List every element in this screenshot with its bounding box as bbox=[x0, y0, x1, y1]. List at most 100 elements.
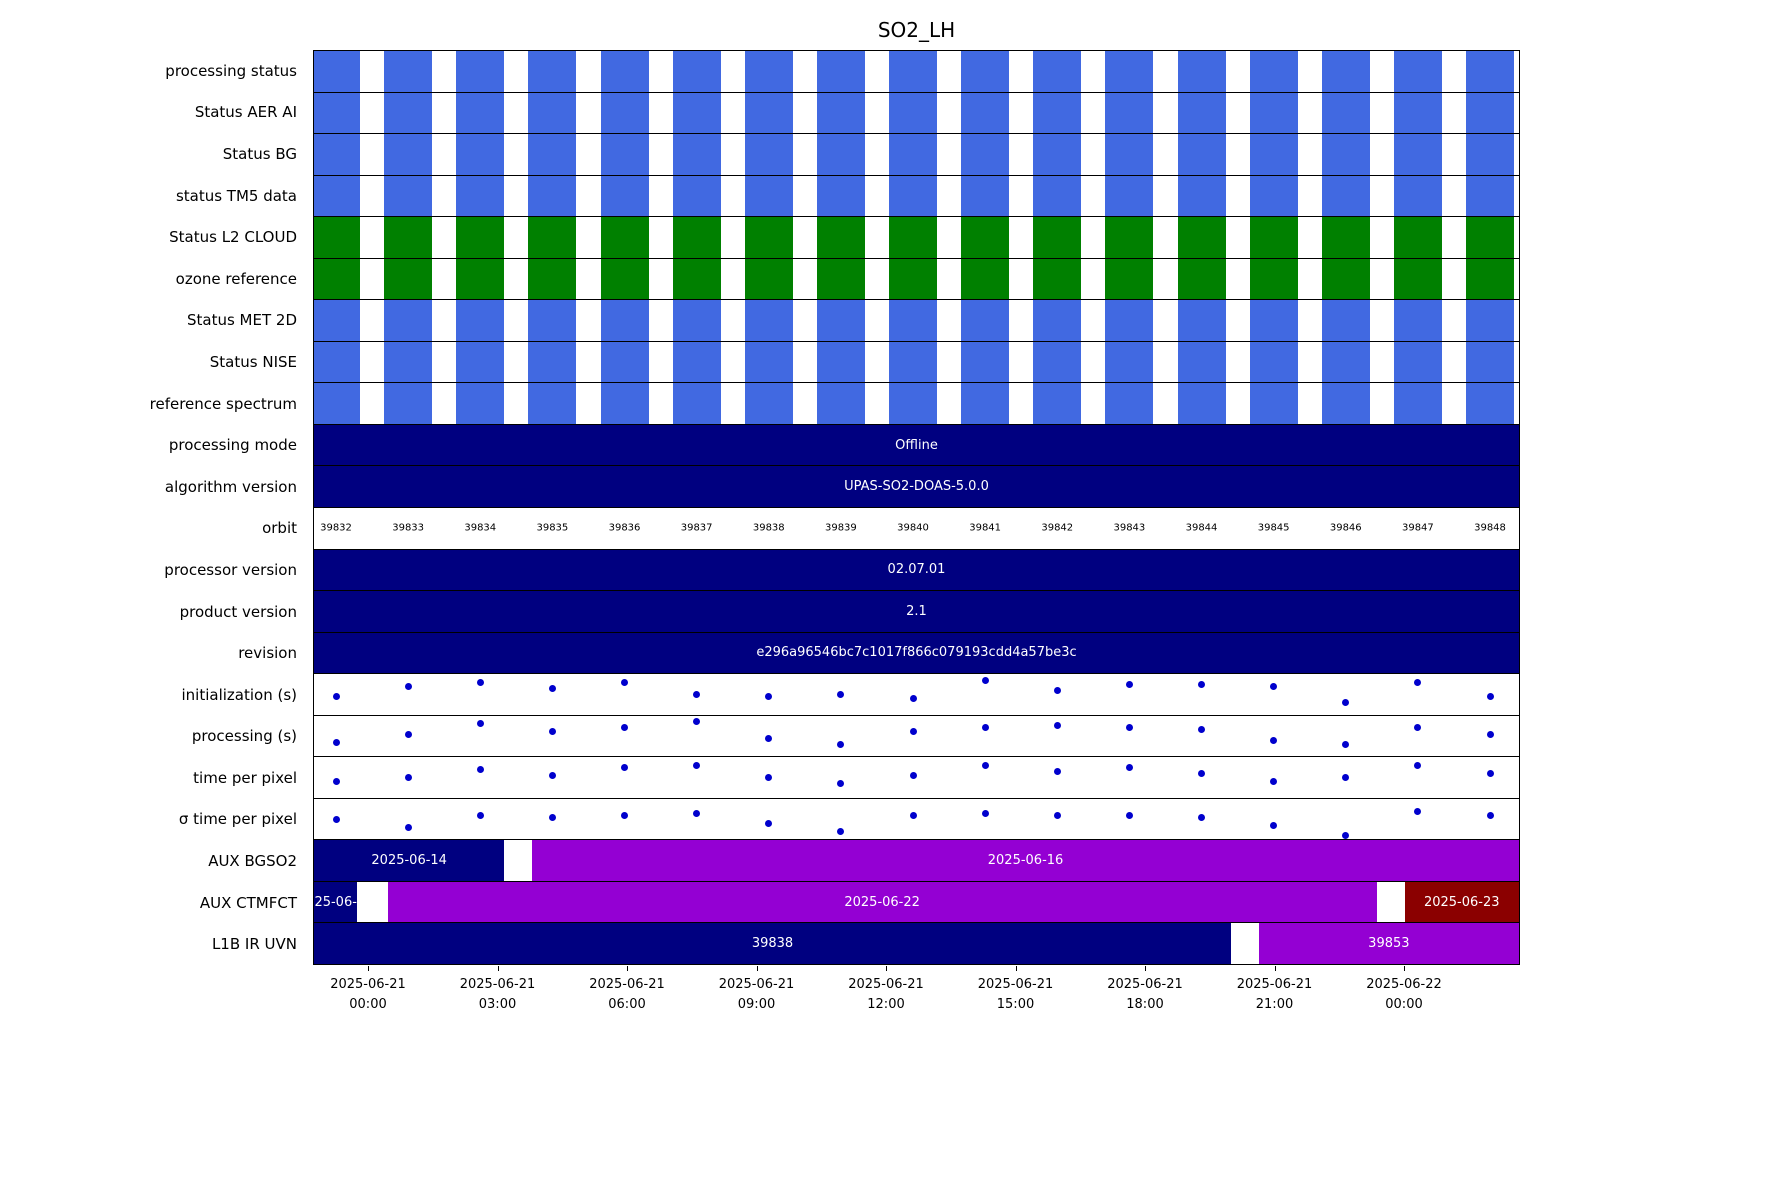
status-block bbox=[1105, 383, 1154, 424]
data-point bbox=[548, 813, 556, 821]
status-block bbox=[1105, 258, 1154, 300]
tick-date: 2025-06-21 bbox=[848, 977, 924, 992]
status-block bbox=[384, 51, 433, 92]
status-block bbox=[528, 258, 577, 300]
x-tick-mark bbox=[627, 966, 628, 971]
data-point bbox=[1198, 726, 1205, 734]
x-tick-mark bbox=[886, 966, 887, 971]
bar-text: Offline bbox=[895, 437, 938, 453]
data-point bbox=[1414, 761, 1422, 769]
status-block bbox=[600, 175, 649, 217]
row-time-per-pixel bbox=[314, 798, 1519, 841]
status-block bbox=[384, 300, 433, 341]
status-block bbox=[456, 175, 505, 217]
row-status-bg bbox=[314, 134, 1519, 176]
x-axis: 2025-06-21 00:00 2025-06-21 03:00 2025-06-21… bbox=[313, 966, 1520, 1036]
status-block bbox=[314, 383, 360, 424]
status-block bbox=[1177, 92, 1226, 134]
data-point bbox=[1053, 722, 1061, 730]
data-point bbox=[476, 720, 484, 728]
status-block bbox=[384, 134, 433, 175]
row-product-version: 2.1 bbox=[314, 591, 1519, 633]
data-point bbox=[693, 718, 701, 726]
status-block bbox=[528, 341, 577, 383]
bar-text: 2025-06-16 bbox=[987, 853, 1064, 869]
x-tick-label: 2025-06-21 18:00 bbox=[1107, 975, 1183, 1014]
status-block bbox=[384, 92, 433, 134]
data-point bbox=[765, 734, 773, 742]
x-tick-label: 2025-06-21 21:00 bbox=[1237, 975, 1313, 1014]
data-point bbox=[1342, 831, 1350, 839]
row-processing-mode: Offline bbox=[314, 424, 1519, 467]
value-bar: 02.07.01 bbox=[314, 549, 1519, 591]
status-block bbox=[1393, 341, 1442, 383]
status-block bbox=[889, 383, 937, 424]
status-block bbox=[744, 383, 793, 424]
data-point bbox=[1125, 763, 1133, 771]
row-time-per-pixel bbox=[314, 757, 1519, 799]
status-block bbox=[1393, 217, 1442, 258]
plot-area: Offline UPAS-SO2-DOAS-5.0.0 39832 39833 3983… bbox=[313, 50, 1520, 965]
status-block bbox=[961, 258, 1010, 300]
row-label-status-l2-cloud: Status L2 CLOUD bbox=[169, 228, 297, 247]
data-point bbox=[621, 724, 628, 732]
tick-time: 12:00 bbox=[867, 996, 905, 1012]
row-revision: e296a96546bc7c1017f866c079193cdd4a57be3c bbox=[314, 632, 1519, 675]
data-point bbox=[1053, 686, 1061, 694]
bar-segment: 25-06- bbox=[314, 881, 358, 923]
status-block bbox=[1321, 300, 1370, 341]
status-block bbox=[1321, 217, 1370, 258]
status-block bbox=[1033, 51, 1082, 92]
row-orbit: 39832 39833 39834 39835 39836 39837 39838 39839… bbox=[314, 508, 1519, 550]
row-label-product-version: product version bbox=[179, 602, 297, 621]
status-block bbox=[1466, 134, 1514, 175]
status-block bbox=[1177, 300, 1226, 341]
row-reference-spectrum bbox=[314, 383, 1519, 425]
data-point bbox=[909, 772, 917, 780]
status-block bbox=[1177, 217, 1226, 258]
status-block bbox=[384, 175, 433, 217]
status-block bbox=[1105, 134, 1154, 175]
status-block bbox=[1466, 383, 1514, 424]
x-tick-label: 2025-06-21 09:00 bbox=[719, 975, 795, 1014]
data-point bbox=[621, 678, 628, 686]
status-block bbox=[1249, 258, 1298, 300]
orbit-number: 39840 bbox=[897, 522, 929, 534]
status-block bbox=[1393, 383, 1442, 424]
data-point bbox=[981, 724, 989, 732]
row-label-initialization-s: initialization (s) bbox=[181, 685, 297, 704]
data-point bbox=[548, 684, 556, 692]
x-tick-mark bbox=[1015, 966, 1017, 971]
data-point bbox=[476, 765, 484, 773]
value-bar: UPAS-SO2-DOAS-5.0.0 bbox=[314, 466, 1519, 508]
status-block bbox=[456, 92, 505, 134]
data-point bbox=[693, 690, 701, 698]
status-block bbox=[744, 341, 793, 383]
status-block bbox=[816, 341, 865, 383]
data-point bbox=[1486, 811, 1494, 819]
orbit-number: 39837 bbox=[680, 522, 713, 534]
data-point bbox=[404, 682, 412, 690]
data-point bbox=[1270, 736, 1278, 744]
value-bar: e296a96546bc7c1017f866c079193cdd4a57be3c bbox=[314, 632, 1519, 674]
bar-text: 2.1 bbox=[906, 603, 927, 619]
chart-title: SO2_LH bbox=[877, 18, 956, 42]
data-point bbox=[1125, 724, 1133, 732]
status-block bbox=[1177, 175, 1226, 217]
status-block bbox=[600, 383, 649, 424]
data-point bbox=[548, 728, 556, 736]
bar-text: UPAS-SO2-DOAS-5.0.0 bbox=[844, 479, 989, 495]
data-point bbox=[1198, 813, 1205, 821]
orbit-number: 39838 bbox=[752, 522, 785, 534]
status-block bbox=[1105, 175, 1154, 217]
row-label-time-per-pixel: σ time per pixel bbox=[178, 810, 297, 829]
orbit-number: 39846 bbox=[1329, 522, 1362, 534]
status-block bbox=[1466, 300, 1514, 341]
data-point bbox=[1125, 811, 1133, 819]
status-block bbox=[889, 258, 937, 300]
value-bar: 2.1 bbox=[314, 591, 1519, 632]
x-tick-label: 2025-06-21 00:00 bbox=[330, 975, 406, 1014]
x-tick-label: 2025-06-21 15:00 bbox=[978, 975, 1054, 1014]
status-block bbox=[600, 134, 649, 175]
